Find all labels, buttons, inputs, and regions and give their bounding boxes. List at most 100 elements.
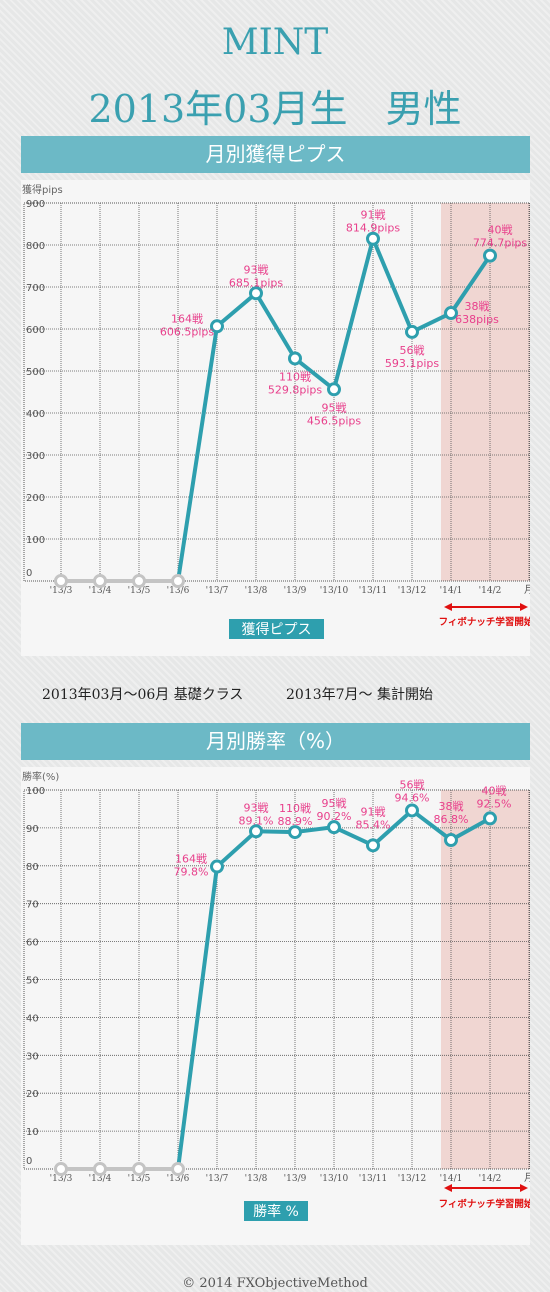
x-tick-label: '13/12 bbox=[398, 1174, 426, 1184]
data-label: 91戦 bbox=[361, 805, 386, 818]
data-point bbox=[288, 351, 302, 366]
data-label: 89.1% bbox=[239, 814, 274, 827]
data-point bbox=[54, 1162, 68, 1176]
y-tick-label: 0 bbox=[26, 568, 32, 579]
pips-chart-panel: 0 100 200 300 400 500 600 700 800 900 獲得pips '13/3 '… bbox=[21, 180, 530, 656]
y-tick-label: 80 bbox=[26, 862, 39, 873]
data-point bbox=[483, 811, 497, 826]
data-label: 638pips bbox=[455, 313, 499, 326]
y-tick-label: 30 bbox=[26, 1051, 39, 1062]
y-tick-label: 700 bbox=[26, 283, 45, 294]
copyright: © 2014 FXObjectiveMethod bbox=[182, 1276, 368, 1291]
data-label: 164戦 bbox=[175, 853, 207, 866]
data-point bbox=[366, 838, 380, 853]
y-tick-label: 100 bbox=[26, 535, 45, 546]
y-tick-label: 50 bbox=[26, 976, 39, 987]
winrate-chart-title-bar: 月別勝率（%） bbox=[21, 723, 530, 760]
data-label: 685.1pips bbox=[229, 276, 284, 289]
x-axis-unit: 月 bbox=[524, 1172, 530, 1184]
data-point bbox=[132, 574, 146, 588]
data-label: 38戦 bbox=[439, 800, 464, 813]
y-axis-label: 勝率(%) bbox=[22, 770, 59, 783]
y-axis-label: 獲得pips bbox=[22, 183, 63, 196]
data-point bbox=[288, 825, 302, 840]
data-label: 40戦 bbox=[482, 784, 507, 797]
series-segment bbox=[371, 236, 414, 334]
x-tick-label: '14/2 bbox=[479, 586, 502, 596]
y-tick-label: 90 bbox=[26, 824, 39, 835]
winrate-chart: 0 10 20 30 40 50 60 70 80 90 100 勝率(%) '13/3 '13/4 '13… bbox=[22, 770, 530, 1221]
data-label: 774.7pips bbox=[473, 237, 528, 250]
x-tick-label: '13/9 bbox=[284, 1174, 307, 1184]
y-tick-label: 20 bbox=[26, 1089, 39, 1100]
fibonacci-start-label: フィボナッチ学習開始 bbox=[439, 1198, 530, 1210]
legend-swatch bbox=[244, 1201, 308, 1221]
data-point bbox=[171, 1162, 185, 1176]
data-point bbox=[405, 803, 419, 818]
x-tick-label: '13/8 bbox=[245, 1174, 268, 1184]
x-tick-label: '13/10 bbox=[320, 586, 349, 596]
y-tick-label: 400 bbox=[26, 409, 45, 420]
x-tick-label: '13/3 bbox=[50, 586, 73, 596]
data-label: 90.2% bbox=[317, 810, 352, 823]
arrow-head-left bbox=[444, 1184, 452, 1192]
data-label: 110戦 bbox=[279, 802, 311, 815]
legend-label: 勝率 % bbox=[253, 1203, 299, 1220]
x-tick-label: '13/12 bbox=[398, 586, 426, 596]
data-label: 93戦 bbox=[244, 801, 269, 814]
winrate-chart-panel: 0 10 20 30 40 50 60 70 80 90 100 勝率(%) '13/3 '13/4 '13… bbox=[21, 767, 530, 1245]
data-label: 110戦 bbox=[279, 370, 311, 383]
data-point bbox=[93, 1162, 107, 1176]
legend-swatch bbox=[229, 619, 324, 639]
pips-chart-title-bar: 月別獲得ピプス bbox=[21, 136, 530, 173]
data-label: 456.5pips bbox=[307, 414, 362, 427]
x-tick-label: '13/7 bbox=[206, 586, 229, 596]
x-tick-label: '13/3 bbox=[50, 1174, 73, 1184]
data-label: 92.5% bbox=[477, 797, 512, 810]
data-point bbox=[210, 319, 224, 334]
y-tick-label: 100 bbox=[26, 786, 45, 797]
data-point bbox=[327, 820, 341, 835]
data-point bbox=[444, 306, 458, 321]
x-axis-unit: 月 bbox=[524, 584, 530, 596]
series-segment bbox=[332, 236, 375, 392]
legend-label: 獲得ピプス bbox=[242, 621, 312, 638]
y-tick-label: 600 bbox=[26, 325, 45, 336]
data-point bbox=[93, 574, 107, 588]
x-tick-label: '13/6 bbox=[167, 586, 190, 596]
x-tick-label: '14/1 bbox=[440, 1174, 463, 1184]
data-label: 85.4% bbox=[356, 818, 391, 831]
data-point bbox=[132, 1162, 146, 1176]
data-label: 606.5pips bbox=[160, 325, 215, 338]
x-tick-label: '13/7 bbox=[206, 1174, 229, 1184]
y-tick-label: 40 bbox=[26, 1013, 39, 1024]
y-tick-label: 300 bbox=[26, 451, 45, 462]
data-point bbox=[366, 231, 380, 246]
x-tick-label: '14/2 bbox=[479, 1174, 502, 1184]
x-tick-label: '13/5 bbox=[128, 586, 151, 596]
x-tick-label: '13/11 bbox=[359, 586, 387, 596]
data-label: 93戦 bbox=[244, 263, 269, 276]
series-segment bbox=[215, 829, 258, 869]
series-segment bbox=[176, 324, 219, 583]
data-point bbox=[405, 324, 419, 339]
series-segment bbox=[254, 291, 297, 361]
y-tick-label: 0 bbox=[26, 1156, 32, 1167]
series-segment bbox=[371, 808, 414, 848]
y-tick-label: 60 bbox=[26, 938, 39, 949]
fibonacci-start-label: フィボナッチ学習開始 bbox=[439, 616, 530, 628]
x-tick-label: '13/4 bbox=[89, 1174, 112, 1184]
x-tick-label: '14/1 bbox=[440, 586, 463, 596]
y-tick-label: 10 bbox=[26, 1127, 39, 1138]
data-point bbox=[210, 859, 224, 874]
x-tick-label: '13/10 bbox=[320, 1174, 349, 1184]
data-point bbox=[327, 382, 341, 397]
series-segment bbox=[410, 311, 453, 334]
data-label: 95戦 bbox=[322, 797, 347, 810]
arrow-head-right bbox=[520, 603, 528, 611]
y-tick-label: 500 bbox=[26, 367, 45, 378]
data-point bbox=[249, 286, 263, 301]
caption-tally-start: 2013年7月～ 集計開始 bbox=[286, 687, 433, 703]
series-segment bbox=[410, 808, 453, 843]
member-name: MINT bbox=[221, 22, 329, 63]
